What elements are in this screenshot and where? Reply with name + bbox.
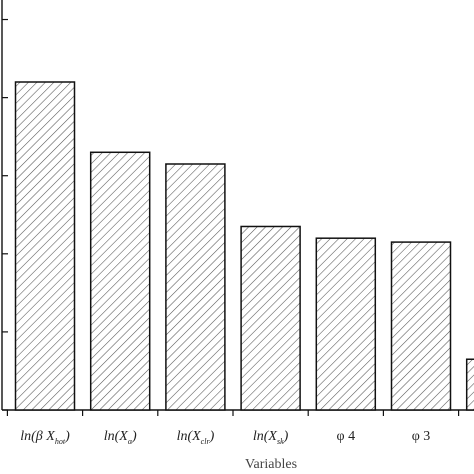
bar: [390, 241, 452, 411]
bar: [89, 151, 151, 411]
x-tick-label: ln(β Xhot): [20, 429, 70, 446]
bar: [14, 81, 76, 411]
x-tick-label: ln(Xclr): [177, 429, 215, 446]
x-tick-labels: ln(β Xhot) ln(Xα) ln(Xclr) ln(Xsk) φ 4 φ 3: [20, 429, 430, 446]
x-tick-label: ln(Xsk): [253, 429, 289, 446]
bar: [240, 225, 301, 411]
bar: [465, 358, 474, 411]
x-tick-label: φ 3: [412, 429, 431, 444]
x-axis-title: Variables: [245, 457, 297, 472]
bar: [315, 237, 377, 411]
bar: [165, 163, 226, 411]
x-tick-label: ln(Xα): [104, 429, 137, 446]
x-tick-label: φ 4: [337, 429, 356, 444]
bars: [14, 81, 474, 411]
